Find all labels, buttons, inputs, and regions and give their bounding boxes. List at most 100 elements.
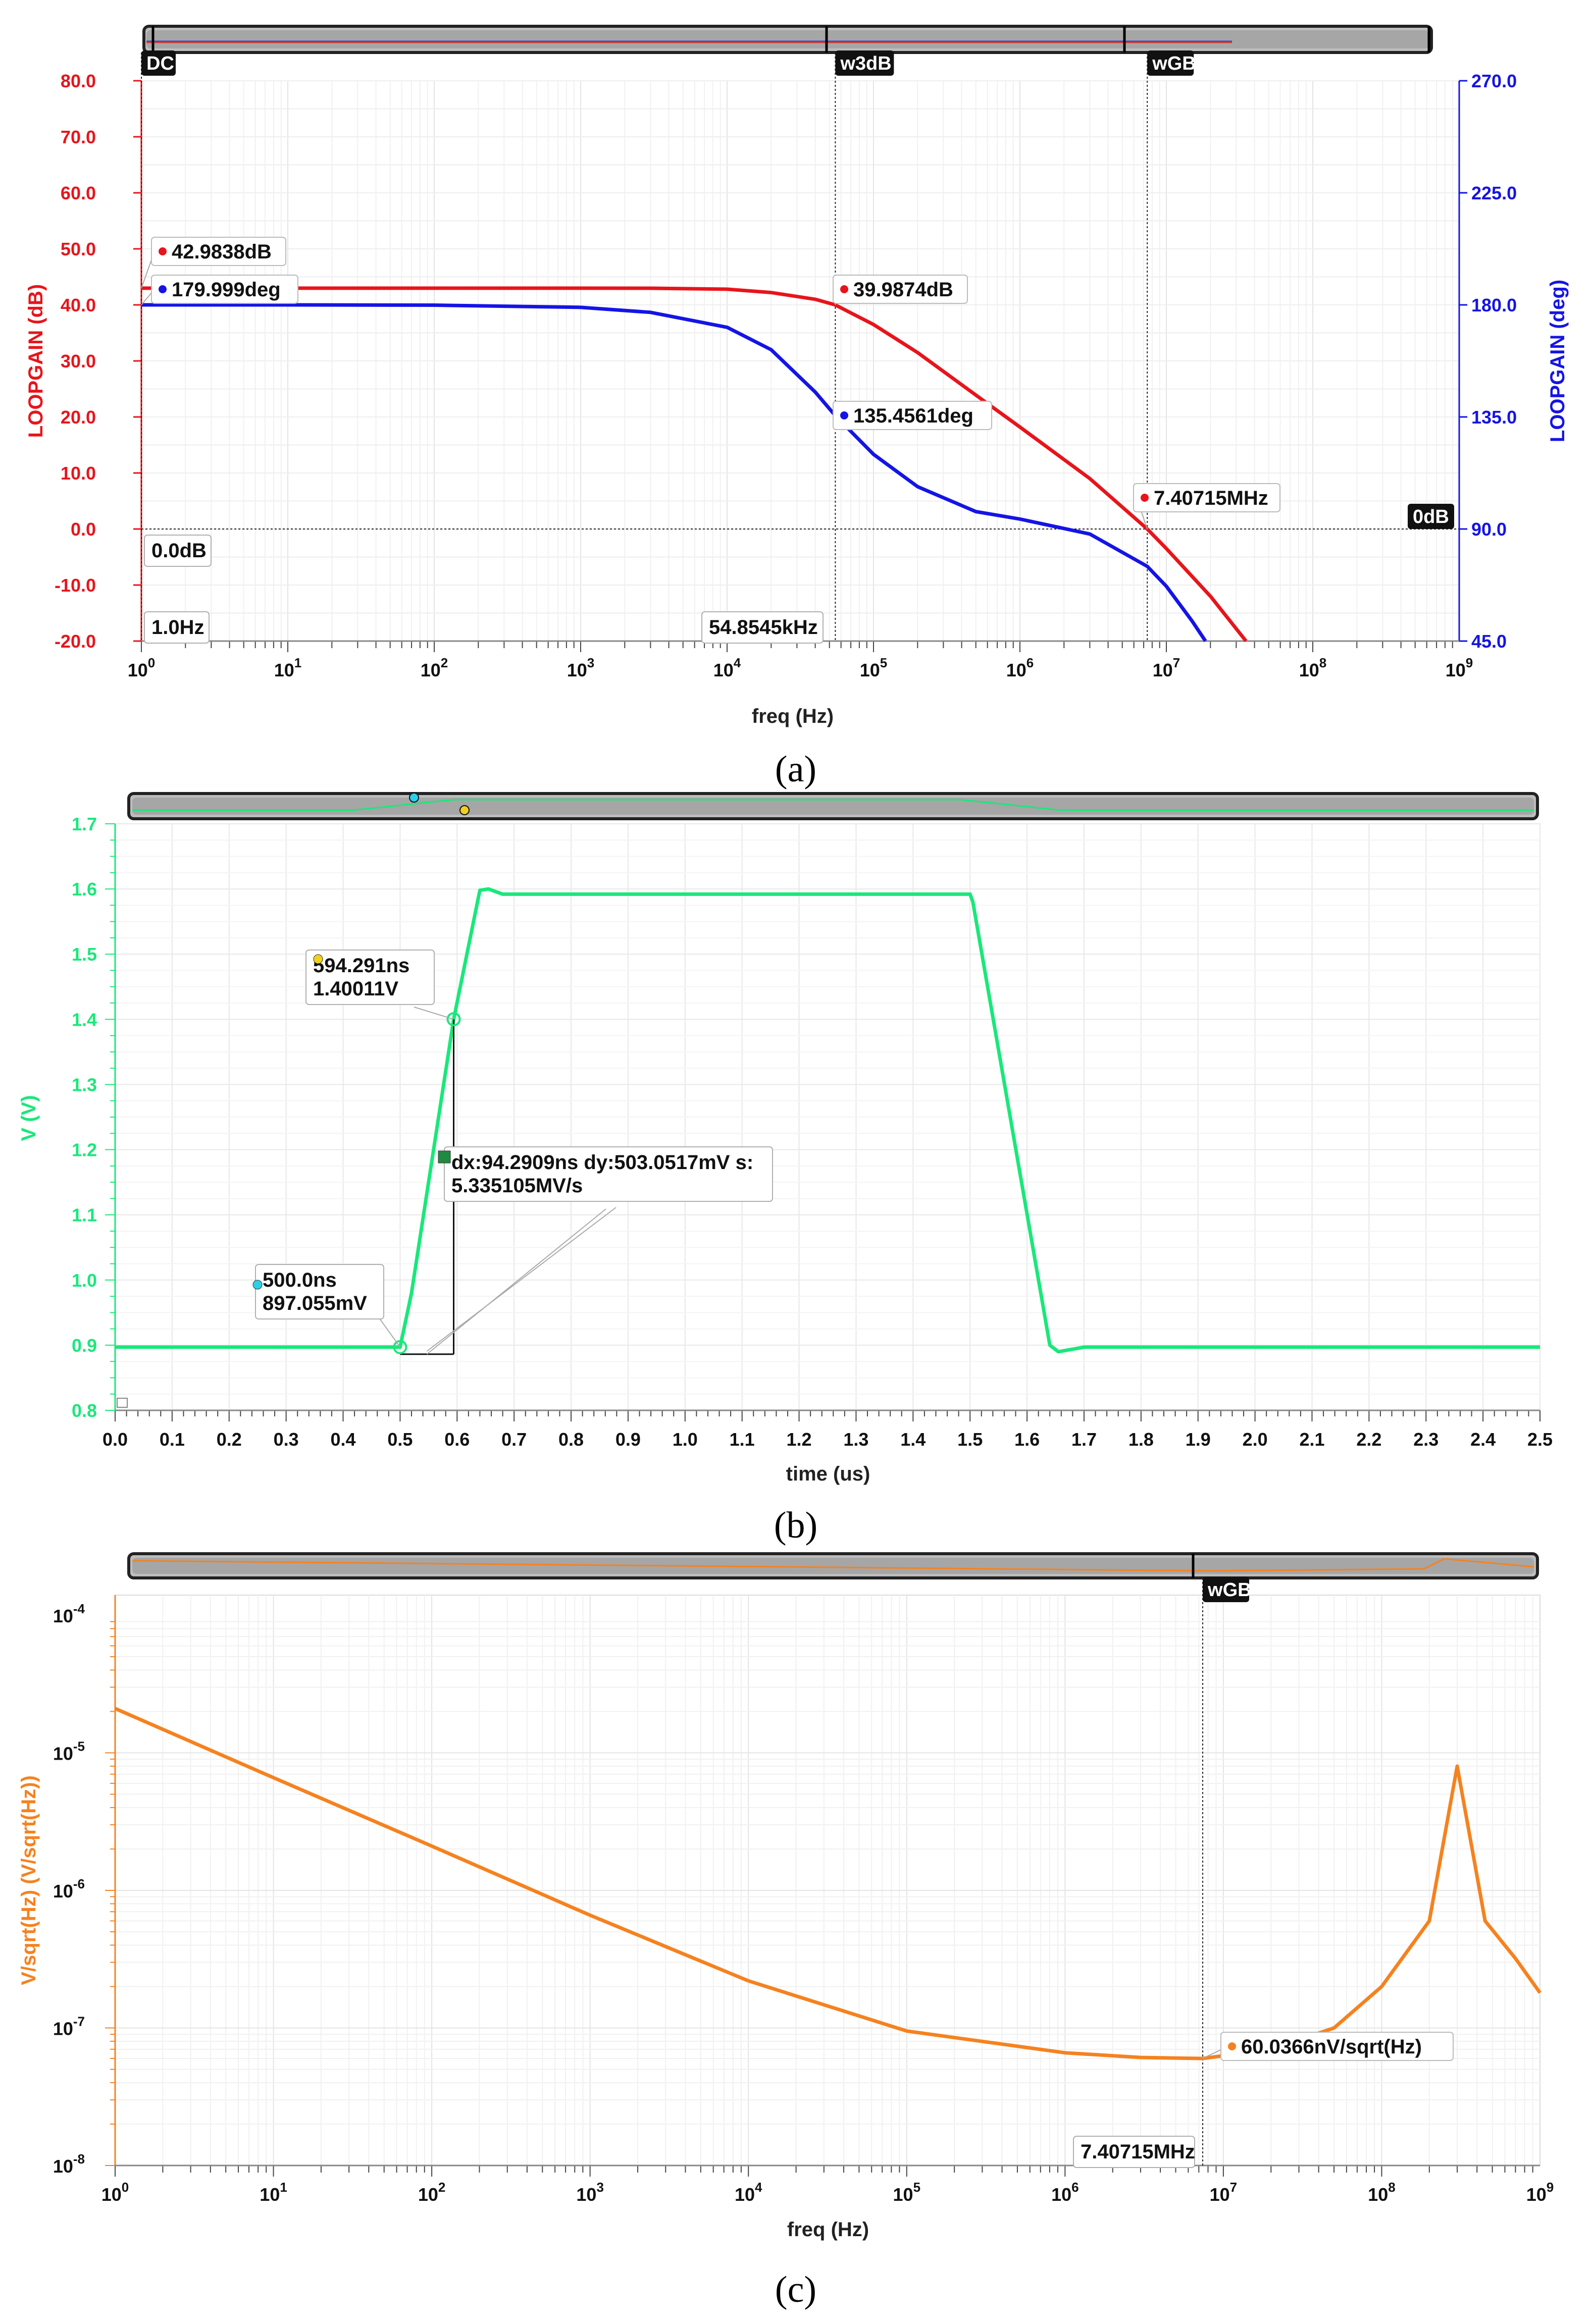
y-axis-title-right: LOOPGAIN (deg) xyxy=(1547,280,1569,442)
hline-tag-bg xyxy=(1408,504,1454,529)
annotation-box xyxy=(1133,483,1280,512)
x-tick-label: 103 xyxy=(567,655,595,680)
marker-point xyxy=(446,1012,461,1027)
x-ticks: 100 101 102 103 104 105 106 107 108 109 xyxy=(128,655,1473,680)
readout-w3db-box xyxy=(701,611,824,644)
x-tick-label-exponent: 6 xyxy=(1071,2180,1079,2195)
y-axis-title: V/sqrt(Hz) (V/sqrt(Hz)) xyxy=(18,1775,40,1985)
y-tick-label: 1.2 xyxy=(72,1140,97,1160)
y-axis-title: V (V) xyxy=(18,1095,40,1141)
x-tick-label-exponent: 0 xyxy=(122,2180,129,2195)
y-tick-label-left: 10.0 xyxy=(61,463,96,484)
y-tick-label: 1.7 xyxy=(72,814,97,834)
annotation-delta-box xyxy=(444,1146,773,1202)
series xyxy=(115,887,1540,1354)
y-tick-label: 1.6 xyxy=(72,879,97,900)
x-tick-label-mantissa: 10 xyxy=(418,2184,438,2205)
x-axis-title: freq (Hz) xyxy=(752,705,834,727)
y-tick-label-mantissa: 10 xyxy=(53,2156,73,2177)
annotation-dot xyxy=(1228,2042,1236,2050)
x-tick-label: 1.0 xyxy=(673,1429,698,1450)
x-tick-label-mantissa: 10 xyxy=(274,660,294,680)
annotation-text: 135.4561deg xyxy=(853,405,973,427)
y-tick-label-exponent: -7 xyxy=(73,2014,85,2029)
x-tick-label: 107 xyxy=(1210,2180,1238,2205)
cursors[interactable]: wGB 7.40715MHz xyxy=(1073,1577,1252,2168)
x-tick-label-mantissa: 10 xyxy=(1446,660,1466,680)
x-tick-label: 109 xyxy=(1526,2180,1554,2205)
cursor-tag-wGB-bg xyxy=(1203,1577,1250,1602)
panel-label: (a) xyxy=(775,749,816,790)
y-tick-label: 1.0 xyxy=(72,1270,97,1291)
overview-scrollbar[interactable] xyxy=(127,792,1539,820)
x-tick-label: 108 xyxy=(1368,2180,1396,2205)
delta-badge xyxy=(438,1150,451,1164)
y-tick-label-left: 0.0 xyxy=(71,519,96,540)
cursor-tag-DC: DC xyxy=(146,53,174,74)
readout-1hz-box xyxy=(144,611,210,644)
x-tick-label-mantissa: 10 xyxy=(421,660,441,680)
y-ticks: 10-410-510-610-710-8 xyxy=(53,1601,85,2177)
y-tick-label-left: 80.0 xyxy=(61,71,96,91)
series-noise-line xyxy=(114,1707,1542,2061)
plot-area xyxy=(115,1595,1540,2166)
x-tick-label-mantissa: 10 xyxy=(1526,2184,1547,2205)
panel-a-loopgain-chart: 80.0 70.0 60.0 50.0 40.0 30.0 20.0 10.0 0.0 -10.0… xyxy=(25,25,1569,790)
y-tick-label-right: 180.0 xyxy=(1471,295,1517,315)
x-tick-label: 105 xyxy=(860,655,888,680)
annotation-delta-text: 5.335105MV/s xyxy=(451,1175,583,1197)
right-y-ticks: 270.0 225.0 180.0 135.0 90.0 45.0 xyxy=(1459,71,1517,652)
x-tick-label-exponent: 8 xyxy=(1319,655,1326,670)
overview-scrollbar[interactable] xyxy=(127,1552,1539,1579)
y-tick-label-right: 225.0 xyxy=(1471,183,1517,203)
x-tick-label-exponent: 6 xyxy=(1026,655,1034,670)
x-tick-label: 104 xyxy=(713,655,741,680)
y-tick-label-left: -10.0 xyxy=(55,575,96,596)
grid xyxy=(141,80,1459,652)
panel-b-transient-chart: 1.7 1.6 1.5 1.4 1.3 1.2 1.1 1.0 0.9 0.8 0.0 0.1 0.2… xyxy=(18,792,1553,1546)
series xyxy=(141,286,1248,643)
x-axis-title: time (us) xyxy=(786,1463,870,1485)
series-voltage-line xyxy=(115,887,1540,1354)
x-tick-label-mantissa: 10 xyxy=(260,2184,280,2205)
x-tick-label: 1.5 xyxy=(957,1429,983,1450)
x-tick-label: 103 xyxy=(576,2180,604,2205)
y-axis-title-left: LOOPGAIN (dB) xyxy=(25,284,47,438)
y-tick-label: 1.4 xyxy=(72,1009,97,1030)
x-tick-label: 101 xyxy=(260,2180,287,2205)
x-tick-label: 104 xyxy=(735,2180,762,2205)
annotations: 42.9838dB 179.999deg 39.9874dB 135.4561deg 7… xyxy=(141,237,1280,530)
series-phase-line xyxy=(141,303,1207,642)
y-tick-label: 10-6 xyxy=(53,1876,85,1902)
y-tick-label-left: 50.0 xyxy=(61,239,96,259)
y-tick-label-mantissa: 10 xyxy=(53,1606,73,1626)
x-tick-label: 1.2 xyxy=(787,1429,812,1450)
x-tick-label-mantissa: 10 xyxy=(860,660,880,680)
y-tick-label-left: 60.0 xyxy=(61,183,96,203)
y-tick-label-left: 20.0 xyxy=(61,407,96,428)
grid xyxy=(105,1595,1540,2177)
x-tick-label: 2.3 xyxy=(1413,1429,1439,1450)
annotation-text: 7.40715MHz xyxy=(1154,487,1268,509)
overview-scrollbar[interactable] xyxy=(142,25,1433,54)
x-tick-label: 0.5 xyxy=(387,1429,413,1450)
x-tick-label: 1.1 xyxy=(730,1429,755,1450)
marker-badge xyxy=(252,1280,263,1290)
x-tick-label-exponent: 1 xyxy=(294,655,301,670)
marker-point xyxy=(393,1340,407,1354)
annotation-box xyxy=(833,275,968,304)
x-tick-label: 107 xyxy=(1153,655,1180,680)
annotation-dot xyxy=(159,285,167,293)
cursors[interactable]: DC w3dB wGB 0dB 0.0dB 1.0Hz 54.8545kHz xyxy=(141,50,1459,644)
annotation-box xyxy=(151,275,298,304)
x-tick-label: 0.9 xyxy=(615,1429,641,1450)
cursor-tag-wGB: wGB xyxy=(1207,1579,1252,1601)
x-tick-label: 106 xyxy=(1051,2180,1079,2205)
legend-toggle[interactable] xyxy=(117,1398,128,1408)
x-tick-label: 100 xyxy=(128,655,156,680)
x-tick-label-exponent: 7 xyxy=(1173,655,1180,670)
x-tick-label: 2.4 xyxy=(1470,1429,1496,1450)
annotation-text: 60.0366nV/sqrt(Hz) xyxy=(1241,2036,1422,2058)
x-tick-label-exponent: 3 xyxy=(587,655,594,670)
annotation-delta-text: dx:94.2909ns dy:503.0517mV s: xyxy=(451,1151,753,1174)
